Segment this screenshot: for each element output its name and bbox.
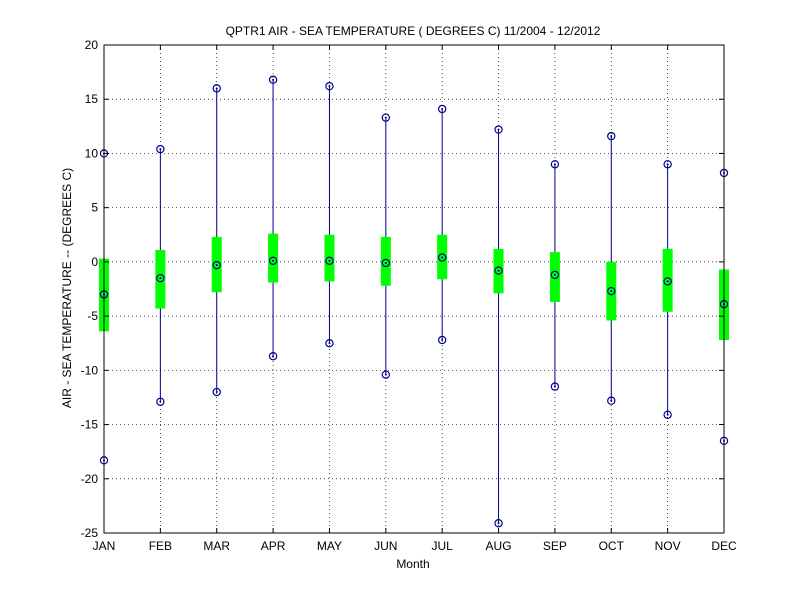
median-marker-dot [328, 259, 331, 262]
iqr-box [662, 248, 673, 312]
max-marker [212, 84, 221, 93]
iqr-box [380, 236, 391, 286]
median-marker-dot [666, 280, 669, 283]
median-marker [381, 258, 391, 268]
x-tick-label: JUL [432, 539, 454, 553]
median-marker [268, 256, 278, 266]
max-marker [607, 131, 616, 141]
min-marker-dot [610, 399, 613, 402]
min-marker [550, 382, 560, 391]
max-marker [663, 160, 672, 169]
markers [99, 75, 729, 528]
min-marker-dot [384, 373, 387, 376]
ticks: -25 -20 -15 -10 -5 0 5 10 15 20 JAN FEB MAR APR MAY JUN… [81, 38, 737, 553]
median-marker [550, 270, 560, 280]
min-marker-dot [441, 338, 444, 341]
median-marker [212, 260, 221, 270]
median-marker-dot [159, 277, 162, 280]
min-marker [212, 387, 221, 397]
y-tick-label: -15 [81, 418, 99, 432]
min-marker [268, 352, 278, 361]
min-marker-dot [666, 413, 669, 416]
max-marker-dot [272, 78, 275, 81]
x-tick-label: APR [261, 539, 286, 553]
y-tick-label: 0 [91, 255, 98, 269]
x-tick-label: MAR [203, 539, 230, 553]
y-tick-label: 5 [91, 201, 98, 215]
whiskers [103, 79, 725, 524]
median-marker-dot [441, 256, 444, 259]
min-marker-dot [328, 342, 331, 345]
min-marker [325, 339, 334, 348]
median-marker [325, 256, 334, 266]
max-marker-dot [328, 85, 331, 88]
x-tick-label: AUG [486, 539, 512, 553]
min-marker-dot [272, 355, 275, 358]
max-marker [156, 144, 165, 154]
x-tick-label: JUN [374, 539, 397, 553]
y-tick-label: -20 [81, 472, 99, 486]
max-marker [494, 125, 503, 134]
max-marker [325, 82, 334, 91]
x-tick-label: DEC [711, 539, 737, 553]
iqr-box [324, 234, 335, 282]
min-marker-dot [553, 385, 556, 388]
median-marker-dot [272, 259, 275, 262]
y-tick-label: 20 [85, 38, 99, 52]
median-marker-dot [497, 269, 500, 272]
x-tick-label: MAY [317, 539, 342, 553]
grid [104, 44, 724, 534]
min-marker-dot [159, 400, 162, 403]
y-tick-label: -10 [81, 363, 99, 377]
y-tick-label: 10 [85, 146, 99, 160]
max-marker [550, 160, 560, 169]
min-marker [156, 397, 165, 406]
chart-title: QPTR1 AIR - SEA TEMPERATURE ( DEGREES C)… [226, 24, 601, 38]
plot-frame [103, 44, 725, 534]
median-marker [607, 286, 616, 296]
median-marker-dot [610, 290, 613, 293]
x-tick-label: SEP [543, 539, 567, 553]
iqr-box [549, 252, 560, 303]
max-marker-dot [553, 163, 556, 166]
x-tick-label: JAN [93, 539, 116, 553]
median-marker [663, 277, 672, 286]
max-marker [437, 104, 447, 114]
max-marker [381, 113, 391, 122]
min-marker [607, 396, 616, 405]
max-marker-dot [497, 128, 500, 131]
iqr-box [268, 233, 279, 283]
x-tick-label: FEB [149, 539, 172, 553]
min-marker [494, 519, 503, 528]
max-marker-dot [441, 107, 444, 110]
iqr-box [155, 249, 166, 309]
y-tick-label: -25 [81, 526, 99, 540]
boxes [99, 233, 729, 340]
max-marker [268, 75, 278, 84]
max-marker-dot [215, 87, 218, 90]
min-marker [663, 410, 672, 419]
min-marker-dot [215, 391, 218, 394]
median-marker [494, 266, 503, 275]
median-marker [437, 253, 447, 262]
min-marker [381, 370, 391, 379]
median-marker [156, 273, 165, 283]
x-tick-label: OCT [599, 539, 625, 553]
min-marker-dot [497, 522, 500, 525]
max-marker-dot [159, 148, 162, 151]
min-marker [437, 335, 447, 345]
median-marker-dot [553, 273, 556, 276]
max-marker-dot [384, 116, 387, 119]
median-marker-dot [215, 264, 218, 267]
x-axis-label: Month [396, 557, 429, 571]
max-marker-dot [666, 163, 669, 166]
median-marker-dot [384, 261, 387, 264]
max-marker-dot [610, 135, 613, 138]
y-axis-label: AIR - SEA TEMPERATURE -- (DEGREES C) [60, 168, 74, 408]
y-tick-label: -5 [87, 309, 98, 323]
x-tick-label: NOV [655, 539, 681, 553]
y-tick-label: 15 [85, 92, 99, 106]
